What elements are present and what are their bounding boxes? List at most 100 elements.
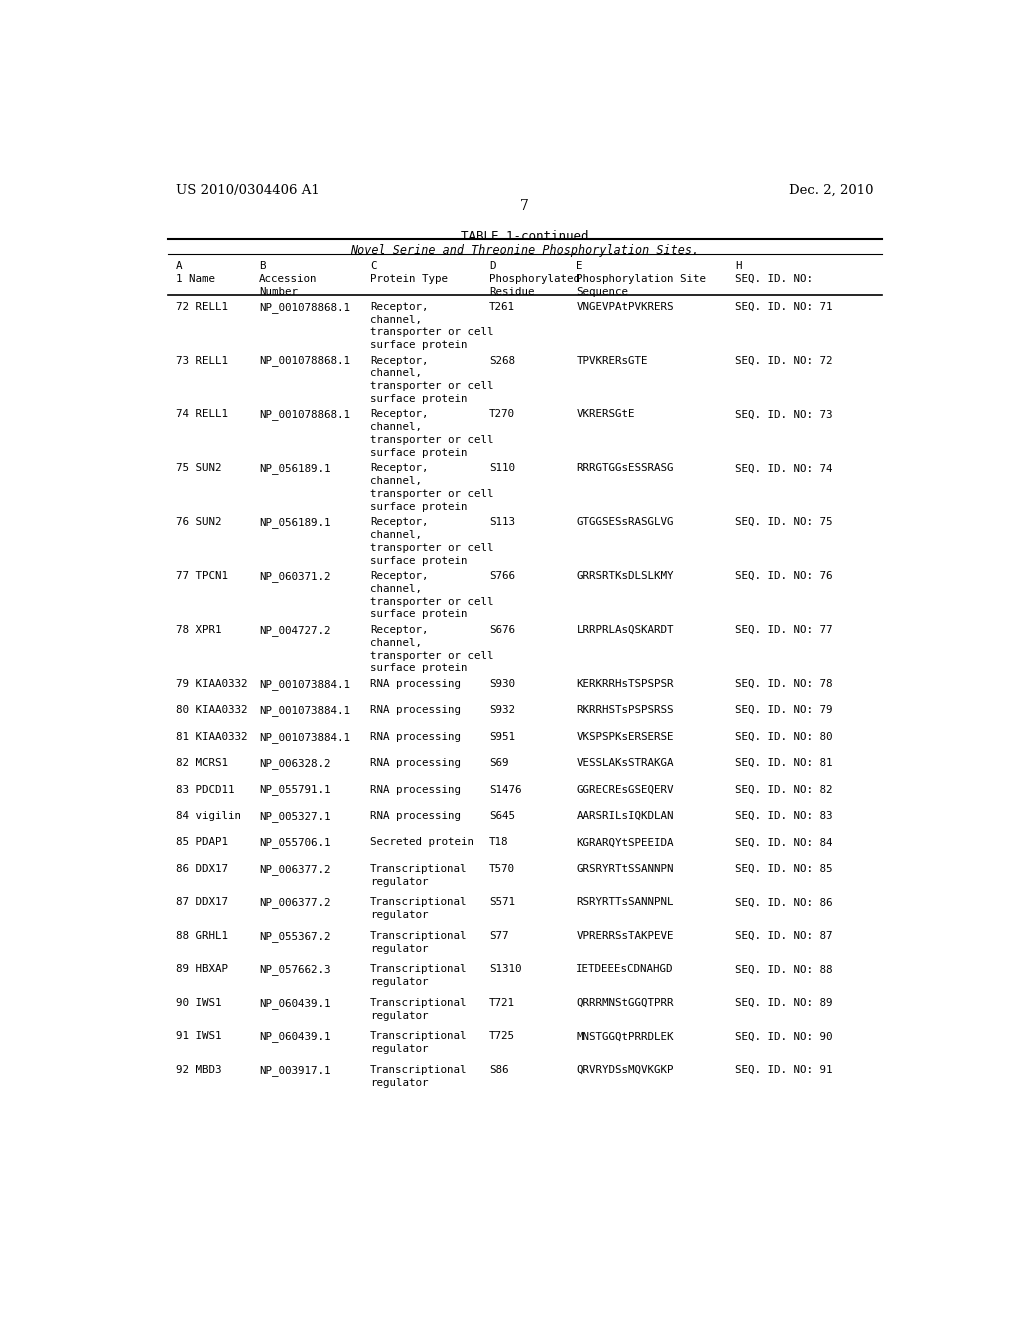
- Text: T721: T721: [489, 998, 515, 1008]
- Text: T270: T270: [489, 409, 515, 420]
- Text: 92 MBD3: 92 MBD3: [176, 1065, 221, 1074]
- Text: A
1 Name: A 1 Name: [176, 261, 215, 284]
- Text: RRRGTGGsESSRASG: RRRGTGGsESSRASG: [577, 463, 674, 474]
- Text: TPVKRERsGTE: TPVKRERsGTE: [577, 355, 648, 366]
- Text: TABLE 1-continued: TABLE 1-continued: [461, 230, 589, 243]
- Text: S110: S110: [489, 463, 515, 474]
- Text: 81 KIAA0332: 81 KIAA0332: [176, 731, 247, 742]
- Text: SEQ. ID. NO: 73: SEQ. ID. NO: 73: [735, 409, 833, 420]
- Text: NP_055367.2: NP_055367.2: [259, 931, 331, 941]
- Text: T570: T570: [489, 863, 515, 874]
- Text: 73 RELL1: 73 RELL1: [176, 355, 227, 366]
- Text: T18: T18: [489, 837, 509, 847]
- Text: SEQ. ID. NO: 82: SEQ. ID. NO: 82: [735, 784, 833, 795]
- Text: 82 MCRS1: 82 MCRS1: [176, 758, 227, 768]
- Text: SEQ. ID. NO: 72: SEQ. ID. NO: 72: [735, 355, 833, 366]
- Text: SEQ. ID. NO: 88: SEQ. ID. NO: 88: [735, 965, 833, 974]
- Text: NP_060439.1: NP_060439.1: [259, 998, 331, 1008]
- Text: NP_001078868.1: NP_001078868.1: [259, 355, 350, 367]
- Text: 83 PDCD11: 83 PDCD11: [176, 784, 234, 795]
- Text: QRRRMNStGGQTPRR: QRRRMNStGGQTPRR: [577, 998, 674, 1008]
- Text: RNA processing: RNA processing: [370, 705, 461, 715]
- Text: Transcriptional
regulator: Transcriptional regulator: [370, 931, 468, 953]
- Text: S766: S766: [489, 572, 515, 581]
- Text: NP_056189.1: NP_056189.1: [259, 517, 331, 528]
- Text: 87 DDX17: 87 DDX17: [176, 898, 227, 907]
- Text: NP_060371.2: NP_060371.2: [259, 572, 331, 582]
- Text: B
Accession
Number: B Accession Number: [259, 261, 317, 297]
- Text: 79 KIAA0332: 79 KIAA0332: [176, 678, 247, 689]
- Text: 91 IWS1: 91 IWS1: [176, 1031, 221, 1041]
- Text: IETDEEEsCDNAHGD: IETDEEEsCDNAHGD: [577, 965, 674, 974]
- Text: 76 SUN2: 76 SUN2: [176, 517, 221, 527]
- Text: S1310: S1310: [489, 965, 521, 974]
- Text: LRRPRLAsQSKARDT: LRRPRLAsQSKARDT: [577, 624, 674, 635]
- Text: S268: S268: [489, 355, 515, 366]
- Text: S951: S951: [489, 731, 515, 742]
- Text: NP_004727.2: NP_004727.2: [259, 624, 331, 636]
- Text: 90 IWS1: 90 IWS1: [176, 998, 221, 1008]
- Text: SEQ. ID. NO: 74: SEQ. ID. NO: 74: [735, 463, 833, 474]
- Text: NP_001078868.1: NP_001078868.1: [259, 409, 350, 420]
- Text: 85 PDAP1: 85 PDAP1: [176, 837, 227, 847]
- Text: Transcriptional
regulator: Transcriptional regulator: [370, 1031, 468, 1055]
- Text: Transcriptional
regulator: Transcriptional regulator: [370, 965, 468, 987]
- Text: S645: S645: [489, 810, 515, 821]
- Text: US 2010/0304406 A1: US 2010/0304406 A1: [176, 183, 319, 197]
- Text: NP_056189.1: NP_056189.1: [259, 463, 331, 474]
- Text: S676: S676: [489, 624, 515, 635]
- Text: RNA processing: RNA processing: [370, 784, 461, 795]
- Text: S932: S932: [489, 705, 515, 715]
- Text: T261: T261: [489, 302, 515, 312]
- Text: S113: S113: [489, 517, 515, 527]
- Text: GRSRYRTtSSANNPN: GRSRYRTtSSANNPN: [577, 863, 674, 874]
- Text: Receptor,
channel,
transporter or cell
surface protein: Receptor, channel, transporter or cell s…: [370, 463, 494, 512]
- Text: SEQ. ID. NO: 86: SEQ. ID. NO: 86: [735, 898, 833, 907]
- Text: Receptor,
channel,
transporter or cell
surface protein: Receptor, channel, transporter or cell s…: [370, 355, 494, 404]
- Text: SEQ. ID. NO: 79: SEQ. ID. NO: 79: [735, 705, 833, 715]
- Text: RNA processing: RNA processing: [370, 758, 461, 768]
- Text: 7: 7: [520, 199, 529, 213]
- Text: RNA processing: RNA processing: [370, 731, 461, 742]
- Text: VESSLAKsSTRAKGA: VESSLAKsSTRAKGA: [577, 758, 674, 768]
- Text: NP_006377.2: NP_006377.2: [259, 863, 331, 875]
- Text: NP_006328.2: NP_006328.2: [259, 758, 331, 770]
- Text: GRRSRTKsDLSLKMY: GRRSRTKsDLSLKMY: [577, 572, 674, 581]
- Text: SEQ. ID. NO: 90: SEQ. ID. NO: 90: [735, 1031, 833, 1041]
- Text: Receptor,
channel,
transporter or cell
surface protein: Receptor, channel, transporter or cell s…: [370, 517, 494, 565]
- Text: VKSPSPKsERSERSE: VKSPSPKsERSERSE: [577, 731, 674, 742]
- Text: Transcriptional
regulator: Transcriptional regulator: [370, 998, 468, 1020]
- Text: E
Phosphorylation Site
Sequence: E Phosphorylation Site Sequence: [577, 261, 707, 297]
- Text: NP_001073884.1: NP_001073884.1: [259, 678, 350, 690]
- Text: NP_060439.1: NP_060439.1: [259, 1031, 331, 1043]
- Text: NP_055706.1: NP_055706.1: [259, 837, 331, 849]
- Text: SEQ. ID. NO: 89: SEQ. ID. NO: 89: [735, 998, 833, 1008]
- Text: MNSTGGQtPRRDLEK: MNSTGGQtPRRDLEK: [577, 1031, 674, 1041]
- Text: 84 vigilin: 84 vigilin: [176, 810, 241, 821]
- Text: 89 HBXAP: 89 HBXAP: [176, 965, 227, 974]
- Text: SEQ. ID. NO: 75: SEQ. ID. NO: 75: [735, 517, 833, 527]
- Text: RKRRHSTsPSPSRSS: RKRRHSTsPSPSRSS: [577, 705, 674, 715]
- Text: VPRERRSsTAKPEVE: VPRERRSsTAKPEVE: [577, 931, 674, 941]
- Text: VKRERSGtE: VKRERSGtE: [577, 409, 635, 420]
- Text: NP_001073884.1: NP_001073884.1: [259, 705, 350, 717]
- Text: S930: S930: [489, 678, 515, 689]
- Text: Dec. 2, 2010: Dec. 2, 2010: [790, 183, 873, 197]
- Text: C
Protein Type: C Protein Type: [370, 261, 449, 284]
- Text: AARSRILsIQKDLAN: AARSRILsIQKDLAN: [577, 810, 674, 821]
- Text: SEQ. ID. NO: 80: SEQ. ID. NO: 80: [735, 731, 833, 742]
- Text: VNGEVPAtPVKRERS: VNGEVPAtPVKRERS: [577, 302, 674, 312]
- Text: SEQ. ID. NO: 83: SEQ. ID. NO: 83: [735, 810, 833, 821]
- Text: Receptor,
channel,
transporter or cell
surface protein: Receptor, channel, transporter or cell s…: [370, 409, 494, 458]
- Text: 88 GRHL1: 88 GRHL1: [176, 931, 227, 941]
- Text: Transcriptional
regulator: Transcriptional regulator: [370, 863, 468, 887]
- Text: 80 KIAA0332: 80 KIAA0332: [176, 705, 247, 715]
- Text: S1476: S1476: [489, 784, 521, 795]
- Text: SEQ. ID. NO: 87: SEQ. ID. NO: 87: [735, 931, 833, 941]
- Text: S571: S571: [489, 898, 515, 907]
- Text: Receptor,
channel,
transporter or cell
surface protein: Receptor, channel, transporter or cell s…: [370, 624, 494, 673]
- Text: KGRARQYtSPEEIDA: KGRARQYtSPEEIDA: [577, 837, 674, 847]
- Text: NP_055791.1: NP_055791.1: [259, 784, 331, 796]
- Text: KERKRRHsTSPSPSR: KERKRRHsTSPSPSR: [577, 678, 674, 689]
- Text: Secreted protein: Secreted protein: [370, 837, 474, 847]
